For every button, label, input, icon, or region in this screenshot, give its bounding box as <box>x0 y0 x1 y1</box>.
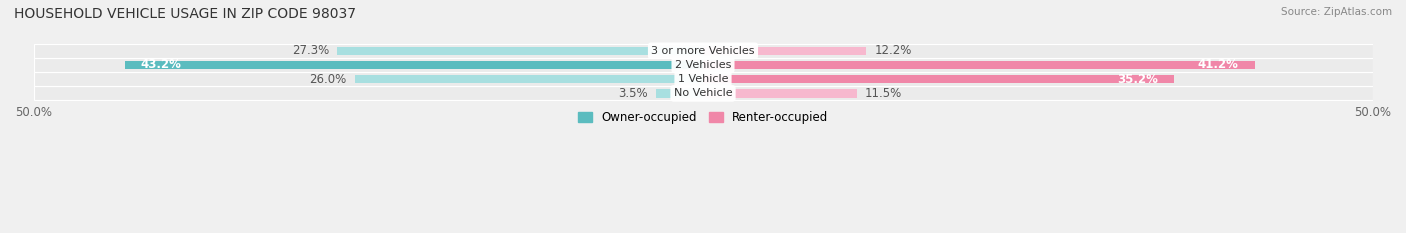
Text: 2 Vehicles: 2 Vehicles <box>675 60 731 70</box>
Text: 27.3%: 27.3% <box>292 44 329 57</box>
Text: 11.5%: 11.5% <box>865 87 903 100</box>
Text: 41.2%: 41.2% <box>1198 58 1239 72</box>
Bar <box>703 75 1174 83</box>
Bar <box>703 89 858 98</box>
Text: 26.0%: 26.0% <box>309 73 347 86</box>
Bar <box>34 44 1372 58</box>
Text: HOUSEHOLD VEHICLE USAGE IN ZIP CODE 98037: HOUSEHOLD VEHICLE USAGE IN ZIP CODE 9803… <box>14 7 356 21</box>
Bar <box>354 75 703 83</box>
Text: 12.2%: 12.2% <box>875 44 911 57</box>
Bar <box>34 58 1372 72</box>
Text: Source: ZipAtlas.com: Source: ZipAtlas.com <box>1281 7 1392 17</box>
Bar <box>34 72 1372 86</box>
Text: 1 Vehicle: 1 Vehicle <box>678 74 728 84</box>
Bar <box>34 86 1372 100</box>
Text: No Vehicle: No Vehicle <box>673 88 733 98</box>
Bar <box>125 61 703 69</box>
Bar <box>703 61 1254 69</box>
Text: 35.2%: 35.2% <box>1118 73 1159 86</box>
Text: 3 or more Vehicles: 3 or more Vehicles <box>651 46 755 56</box>
Bar <box>703 47 866 55</box>
Legend: Owner-occupied, Renter-occupied: Owner-occupied, Renter-occupied <box>572 107 834 129</box>
Bar <box>337 47 703 55</box>
Bar <box>657 89 703 98</box>
Text: 3.5%: 3.5% <box>619 87 648 100</box>
Text: 43.2%: 43.2% <box>141 58 181 72</box>
